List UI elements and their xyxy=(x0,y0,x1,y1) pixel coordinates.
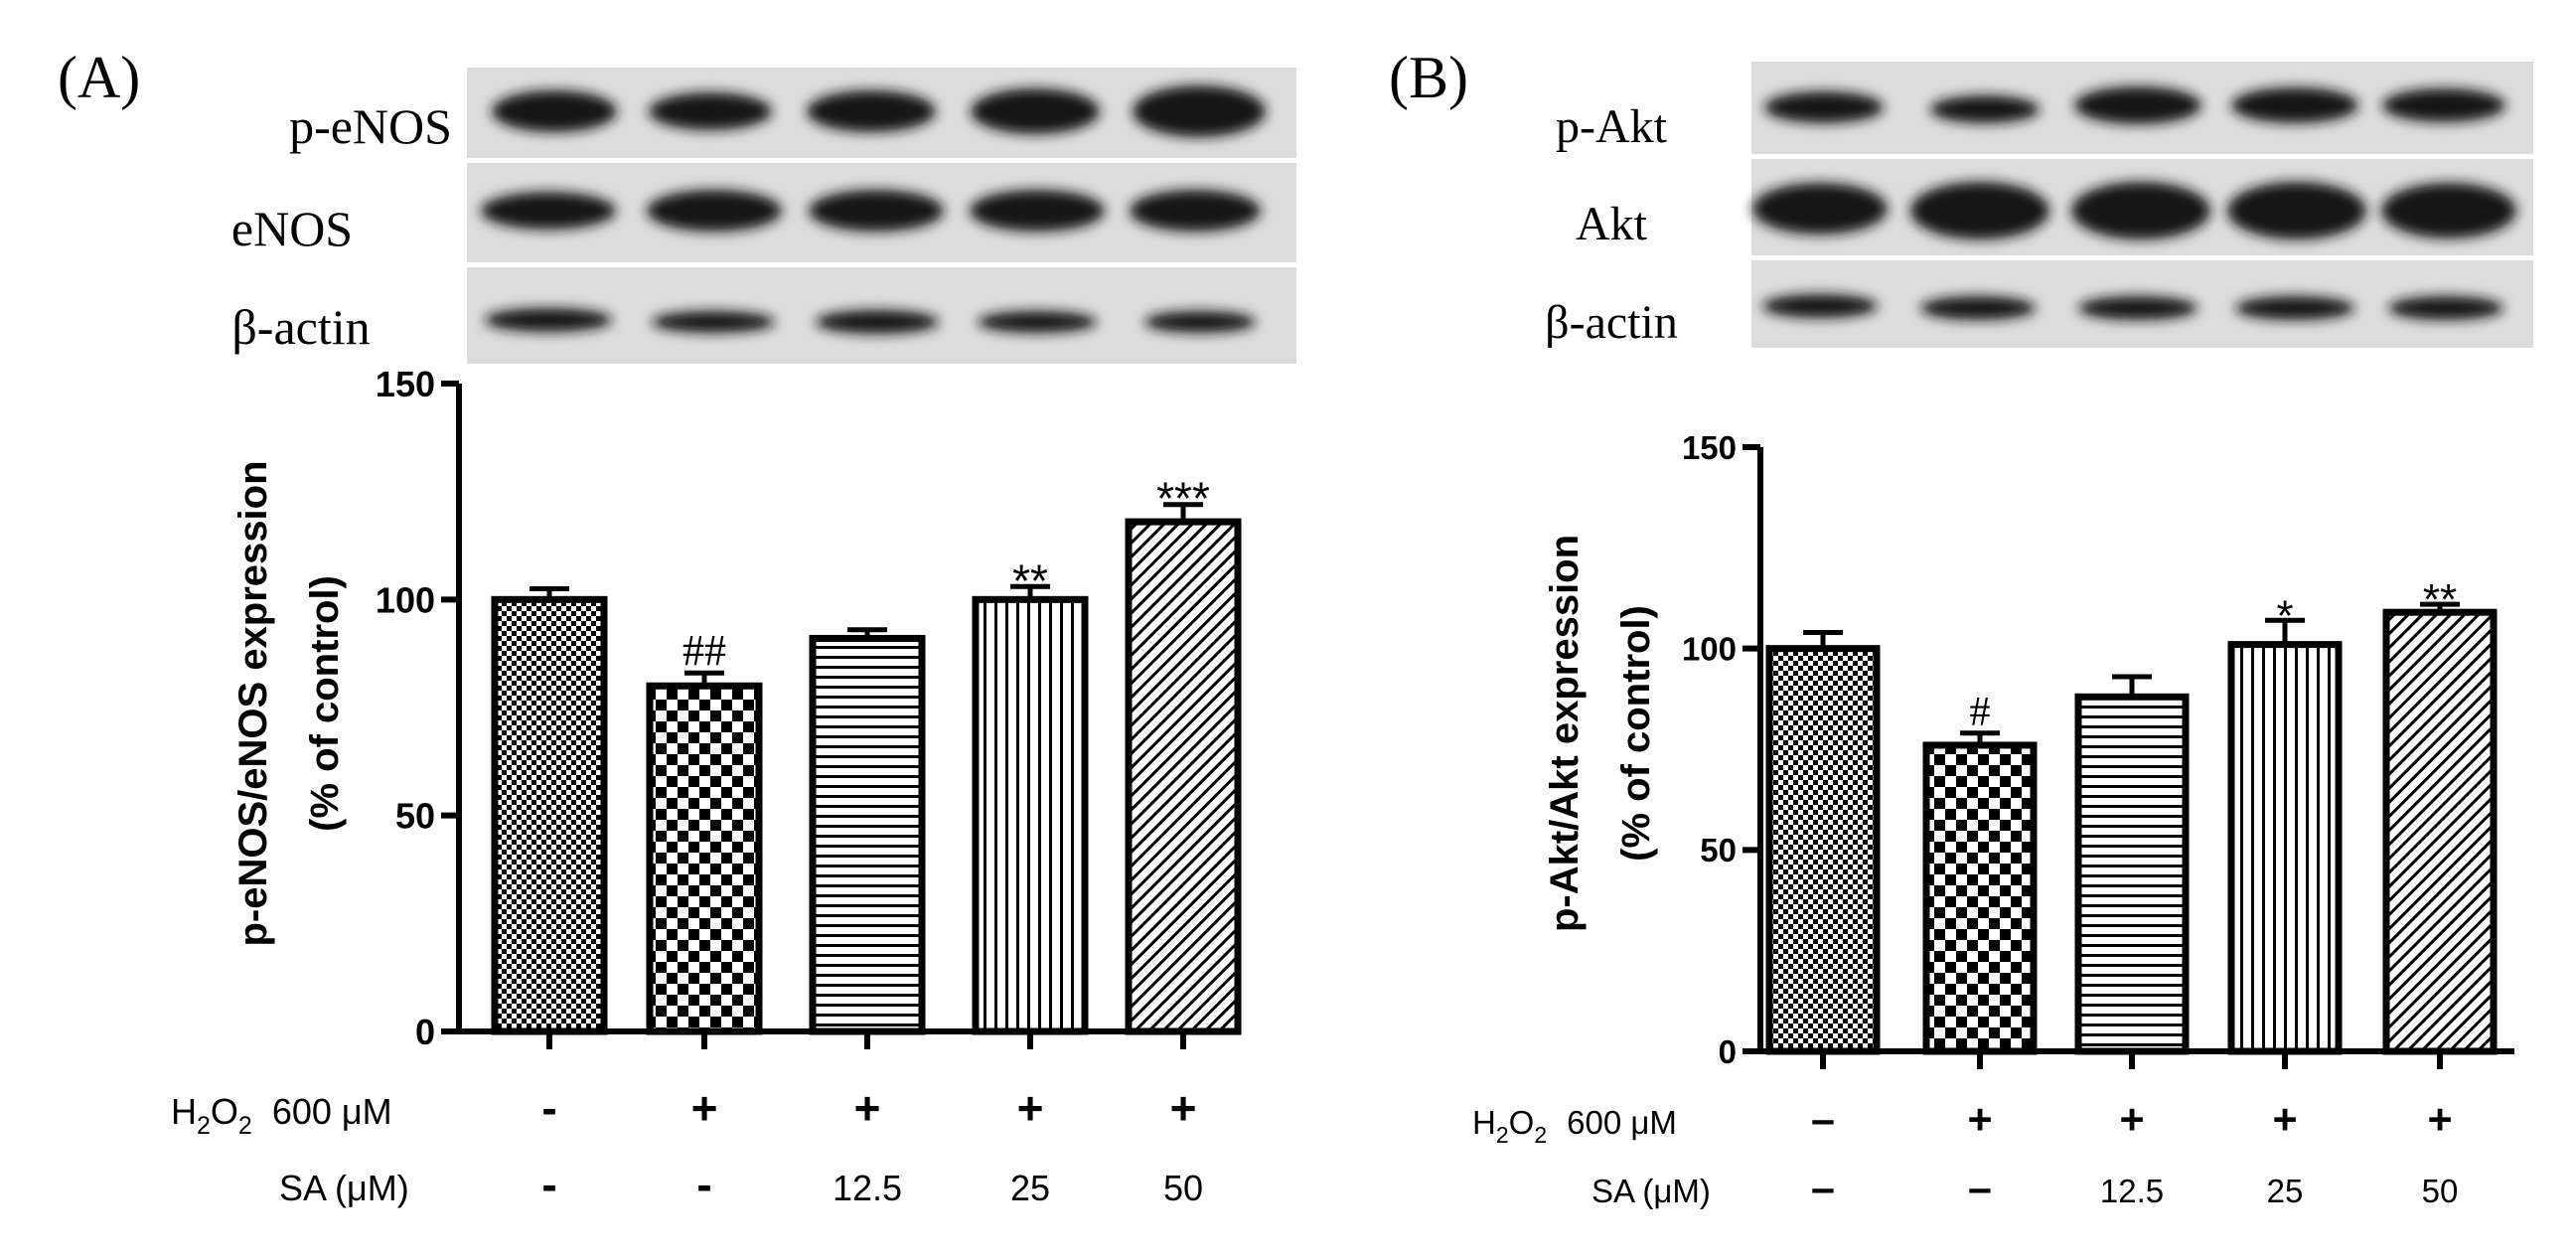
treat-a-row2-col4: 25 xyxy=(1010,1168,1050,1208)
bar-b-4 xyxy=(2227,641,2343,1055)
blot-a-label-2: eNOS xyxy=(231,201,353,256)
y-tick-label-b-2: 100 xyxy=(1682,631,1737,668)
treat-b-h: H xyxy=(1472,1104,1496,1141)
blot-image-b xyxy=(1751,62,2533,348)
chart-a-ylabel: p-eNOS/eNOS expression xyxy=(231,460,275,946)
blot-a-label-1: p-eNOS xyxy=(289,98,452,154)
treat-b-row2-col3: 12.5 xyxy=(2100,1173,2164,1209)
treat-a-h2o2-label: H2O2 600 μM xyxy=(171,1091,392,1140)
treat-a-sub2: 2 xyxy=(238,1112,252,1140)
panel-a-label: (A) xyxy=(58,45,140,110)
treat-a-sa-label: SA (μM) xyxy=(279,1168,409,1208)
blot-b-label-1: p-Akt xyxy=(1556,100,1668,153)
treat-b-row2-col2: – xyxy=(1968,1165,1992,1212)
treat-b-h2o2-label: H2O2 600 μM xyxy=(1472,1104,1677,1148)
y-tick-label-a-1: 50 xyxy=(395,796,435,837)
treat-a-row1-col3: + xyxy=(854,1082,881,1134)
treat-a-h: H xyxy=(171,1091,197,1132)
y-tick-label-a-2: 100 xyxy=(376,579,435,620)
bar-b-5 xyxy=(2382,608,2498,1055)
bar-a-2 xyxy=(646,682,763,1035)
treat-b-row2-col4: 25 xyxy=(2267,1173,2304,1209)
treat-b-sub2: 2 xyxy=(1534,1122,1547,1148)
treat-a-o: O xyxy=(211,1091,238,1132)
treat-a-row1-col5: + xyxy=(1170,1082,1197,1134)
blot-b-label-2: Akt xyxy=(1576,198,1648,250)
annotation-b-5: ** xyxy=(2423,575,2457,624)
y-tick-label-b-1: 50 xyxy=(1700,832,1737,868)
y-tick-label-b-3: 150 xyxy=(1682,429,1737,466)
treat-a-row1-col2: + xyxy=(691,1082,718,1134)
panel-b-label: (B) xyxy=(1389,45,1468,110)
treat-a-row1-col1: - xyxy=(541,1082,556,1134)
chart-a-ylabel-line2: (% of control) xyxy=(303,575,347,832)
treat-b-conc: 600 μM xyxy=(1567,1104,1677,1141)
treat-a-row2-col5: 50 xyxy=(1163,1168,1203,1208)
treatment-table-b: H2O2 600 μM SA (μM) – + + + +– –12.5 25 50 xyxy=(1472,1096,2458,1212)
treat-a-row2-col1: - xyxy=(541,1159,556,1210)
treat-a-row2-col2: - xyxy=(696,1159,711,1210)
treat-b-sa-label: SA (μM) xyxy=(1591,1173,1711,1209)
treatment-table-a: H2O2 600 μM SA (μM) - + + + +- -12.5 25 50 xyxy=(171,1082,1203,1210)
blot-image-a xyxy=(467,68,1296,364)
bar-b-1 xyxy=(1765,645,1881,1055)
treat-a-conc: 600 μM xyxy=(272,1091,392,1132)
annotation-a-5: *** xyxy=(1156,473,1210,525)
treat-b-row1-col3: + xyxy=(2119,1096,2144,1144)
bar-b-2 xyxy=(1922,741,2038,1055)
bar-a-4 xyxy=(972,595,1089,1035)
treat-b-row2-col5: 50 xyxy=(2422,1173,2459,1209)
treat-a-sub1: 2 xyxy=(197,1112,211,1140)
treat-b-sub1: 2 xyxy=(1496,1122,1509,1148)
y-tick-label-b-0: 0 xyxy=(1719,1033,1737,1070)
annotation-b-4: * xyxy=(2276,591,2293,640)
bar-a-1 xyxy=(491,595,608,1035)
annotation-a-4: ** xyxy=(1012,554,1048,606)
bar-b-3 xyxy=(2074,693,2190,1055)
annotation-b-2: # xyxy=(1970,690,1991,735)
annotation-a-2: ## xyxy=(682,626,726,675)
bar-a-3 xyxy=(809,634,926,1035)
treat-b-row1-col2: + xyxy=(1967,1096,1992,1144)
treat-b-row1-col4: + xyxy=(2272,1096,2297,1144)
y-tick-label-a-0: 0 xyxy=(415,1012,435,1052)
blot-a-label-3: β-actin xyxy=(231,299,370,355)
bar-a-5 xyxy=(1125,518,1242,1035)
treat-a-row1-col4: + xyxy=(1017,1082,1044,1134)
treat-b-row1-col5: + xyxy=(2427,1096,2452,1144)
chart-b-ylabel: p-Akt/Akt expression xyxy=(1543,535,1587,932)
treat-b-row2-col1: – xyxy=(1811,1165,1835,1212)
treat-a-row2-col3: 12.5 xyxy=(833,1168,902,1208)
treat-b-row1-col1: – xyxy=(1811,1096,1835,1144)
treat-a-values: - + + + + - - 12.5 25 50 xyxy=(541,1082,1203,1210)
treat-b-o: O xyxy=(1509,1104,1535,1141)
chart-b-ylabel-line2: (% of control) xyxy=(1614,605,1658,862)
y-tick-label-a-3: 150 xyxy=(376,364,435,404)
blot-b-label-3: β-actin xyxy=(1545,296,1678,349)
treat-b-values: – + + + + – – 12.5 25 50 xyxy=(1811,1096,2458,1212)
